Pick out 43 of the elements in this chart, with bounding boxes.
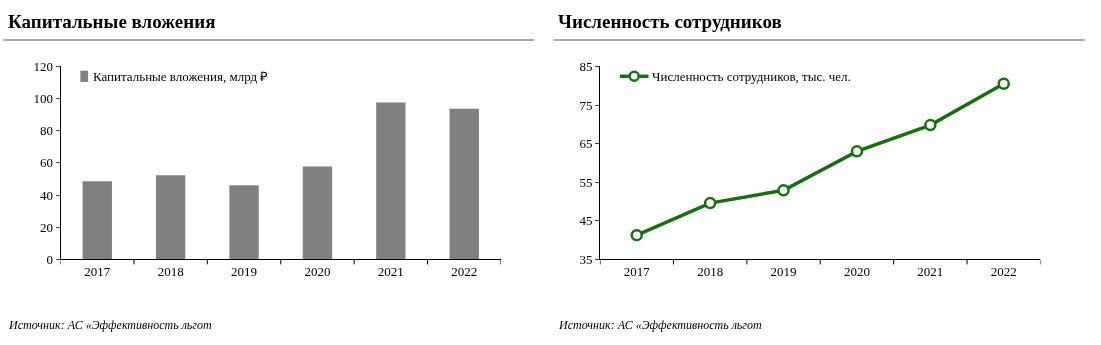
x-tick-label: 2018 bbox=[157, 264, 184, 280]
x-tick-label: 2022 bbox=[451, 264, 478, 280]
bar bbox=[229, 185, 259, 260]
x-tick-label: 2020 bbox=[304, 264, 331, 280]
y-tick-label: 0 bbox=[46, 252, 53, 267]
y-tick-label: 100 bbox=[33, 91, 53, 107]
x-tick-label: 2022 bbox=[990, 264, 1017, 280]
x-tick-label: 2017 bbox=[623, 264, 651, 280]
y-tick-label: 45 bbox=[579, 213, 593, 229]
y-tick-label: 35 bbox=[579, 252, 593, 267]
legend-label: Капитальные вложения, млрд ₽ bbox=[93, 69, 269, 84]
x-tick-label: 2019 bbox=[770, 264, 797, 280]
point bbox=[850, 145, 864, 158]
text: Источник: АС «Эффективность льгот bbox=[558, 318, 762, 332]
y-tick-label: 60 bbox=[39, 155, 53, 171]
point bbox=[924, 118, 937, 132]
y-tick-label: 40 bbox=[39, 187, 53, 203]
point bbox=[997, 77, 1010, 91]
x-tick-label: 2020 bbox=[843, 264, 870, 280]
bar bbox=[155, 175, 186, 260]
y-tick-label: 75 bbox=[579, 97, 593, 113]
bar bbox=[376, 102, 406, 260]
y-tick-label: 120 bbox=[33, 58, 53, 74]
x-tick-label: 2021 bbox=[917, 264, 944, 280]
y-tick-label: 65 bbox=[579, 136, 593, 152]
point bbox=[630, 228, 643, 242]
y-tick-label: 55 bbox=[579, 174, 593, 190]
chart-title: Капитальные вложения bbox=[8, 11, 216, 32]
x-tick-label: 2019 bbox=[231, 264, 258, 280]
legend-label: Численность сотрудников, тыс. чел. bbox=[652, 69, 851, 84]
y-tick-label: 80 bbox=[39, 123, 53, 139]
chart-title: Численность сотрудников bbox=[558, 11, 782, 32]
point bbox=[777, 184, 790, 197]
bar bbox=[302, 166, 333, 260]
bar bbox=[82, 181, 112, 260]
x-tick-label: 2017 bbox=[84, 264, 111, 280]
x-tick-label: 2021 bbox=[377, 264, 404, 280]
bar bbox=[449, 108, 479, 260]
y-tick-label: 20 bbox=[39, 219, 53, 235]
y-tick-label: 85 bbox=[579, 58, 593, 74]
text: Источник: АС «Эффективность льгот bbox=[8, 318, 212, 332]
point bbox=[703, 196, 717, 210]
x-tick-label: 2018 bbox=[697, 264, 724, 280]
